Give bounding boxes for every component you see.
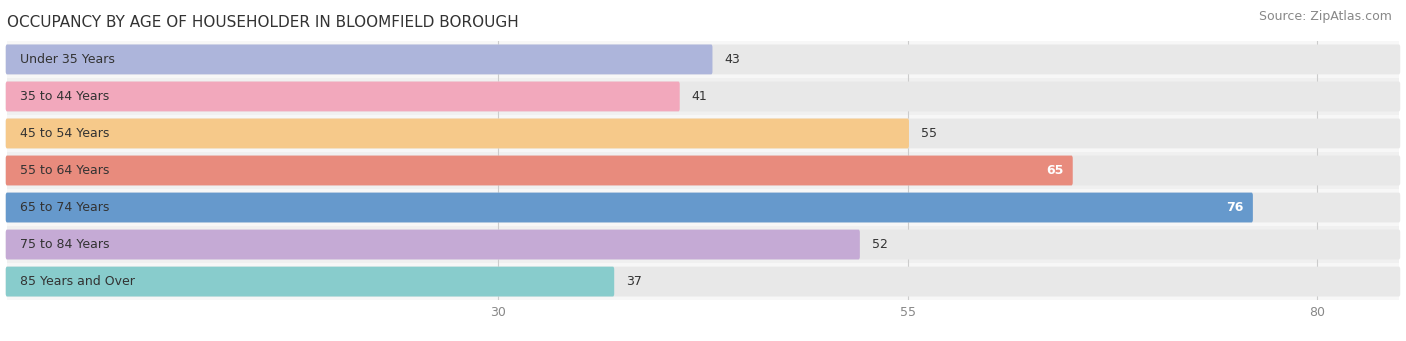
- Bar: [7, 189, 1399, 226]
- Text: 55 to 64 Years: 55 to 64 Years: [20, 164, 110, 177]
- Bar: [7, 263, 1399, 300]
- Bar: [7, 78, 1399, 115]
- Bar: [7, 152, 1399, 189]
- Text: Under 35 Years: Under 35 Years: [20, 53, 115, 66]
- Text: 75 to 84 Years: 75 to 84 Years: [20, 238, 110, 251]
- FancyBboxPatch shape: [6, 119, 908, 148]
- Text: 52: 52: [872, 238, 887, 251]
- Text: 55: 55: [921, 127, 936, 140]
- FancyBboxPatch shape: [6, 81, 679, 112]
- Text: 45 to 54 Years: 45 to 54 Years: [20, 127, 110, 140]
- FancyBboxPatch shape: [6, 45, 713, 74]
- FancyBboxPatch shape: [6, 229, 1400, 260]
- Text: 35 to 44 Years: 35 to 44 Years: [20, 90, 110, 103]
- Text: 41: 41: [692, 90, 707, 103]
- Text: 43: 43: [724, 53, 740, 66]
- Text: Source: ZipAtlas.com: Source: ZipAtlas.com: [1258, 10, 1392, 23]
- FancyBboxPatch shape: [6, 81, 1400, 112]
- FancyBboxPatch shape: [6, 155, 1400, 186]
- Text: 76: 76: [1226, 201, 1243, 214]
- FancyBboxPatch shape: [6, 119, 1400, 148]
- FancyBboxPatch shape: [6, 267, 1400, 296]
- FancyBboxPatch shape: [6, 267, 614, 296]
- Text: 65 to 74 Years: 65 to 74 Years: [20, 201, 110, 214]
- Text: 65: 65: [1046, 164, 1063, 177]
- Bar: [7, 115, 1399, 152]
- Bar: [7, 41, 1399, 78]
- FancyBboxPatch shape: [6, 155, 1073, 186]
- FancyBboxPatch shape: [6, 229, 860, 260]
- FancyBboxPatch shape: [6, 193, 1400, 222]
- FancyBboxPatch shape: [6, 45, 1400, 74]
- Bar: [7, 226, 1399, 263]
- Text: OCCUPANCY BY AGE OF HOUSEHOLDER IN BLOOMFIELD BOROUGH: OCCUPANCY BY AGE OF HOUSEHOLDER IN BLOOM…: [7, 15, 519, 30]
- FancyBboxPatch shape: [6, 193, 1253, 222]
- Text: 85 Years and Over: 85 Years and Over: [20, 275, 135, 288]
- Text: 37: 37: [626, 275, 643, 288]
